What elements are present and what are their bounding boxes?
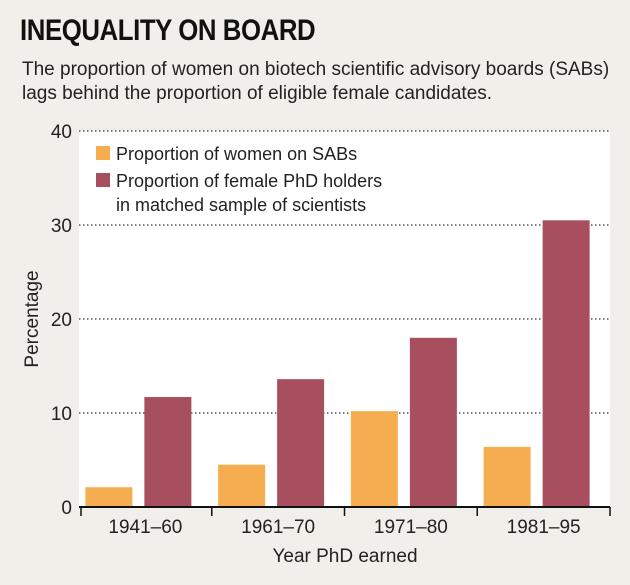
y-axis-ticks: 0 10 20 30 40 [51,122,72,519]
legend-label-female-phd-line-2: in matched sample of scientists [116,195,366,215]
y-tick-label: 30 [51,216,72,237]
y-axis-title: Percentage [22,270,43,367]
bar-female-phd [542,220,590,508]
y-tick-label: 20 [51,310,72,331]
y-tick-label: 0 [61,498,72,519]
bar-women-on-sabs [350,411,398,507]
x-tick-label: 1941–60 [108,517,182,538]
legend-label-female-phd-line-1: Proportion of female PhD holders [116,171,382,191]
x-tick-label: 1971–80 [374,517,448,538]
bar-female-phd [409,337,457,507]
x-tick-label: 1961–70 [241,517,315,538]
bar-female-phd [277,379,325,507]
bar-women-on-sabs [483,446,531,507]
y-tick-label: 40 [51,122,72,143]
bar-women-on-sabs [218,464,266,507]
bar-female-phd [144,397,192,507]
chart-subtitle: The proportion of women on biotech scien… [22,59,610,104]
legend-swatch-women-on-sabs [96,146,110,160]
x-tick-label: 1981–95 [507,517,581,538]
legend: Proportion of women on SABs Proportion o… [96,144,387,215]
chart-title: INEQUALITY ON BOARD [20,14,316,47]
bar-women-on-sabs [85,487,133,507]
y-tick-label: 10 [51,404,72,425]
x-axis-ticks: 1941–60 1961–70 1971–80 1981–95 [80,507,611,538]
bars [85,220,590,508]
legend-swatch-female-phd [96,173,110,187]
x-axis-title: Year PhD earned [272,546,417,567]
legend-label-women-on-sabs: Proportion of women on SABs [116,144,357,164]
legend-label-female-phd: Proportion of female PhD holders in matc… [116,171,387,215]
